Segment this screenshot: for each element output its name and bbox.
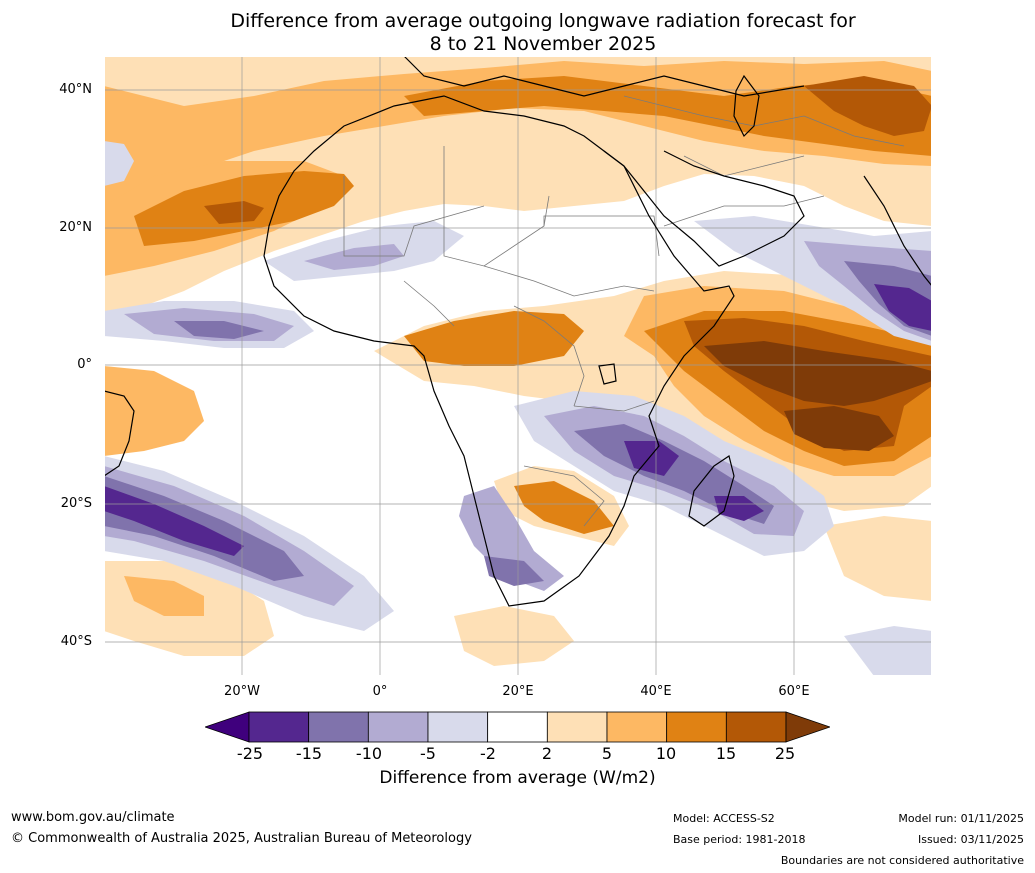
border-southern (523, 465, 605, 527)
lon-label-60e: 60°E (778, 684, 810, 699)
lat-label-40n: 40°N (59, 82, 92, 97)
footer-base-period: Base period: 1981-2018 (673, 833, 806, 846)
southeast-light-patch (824, 516, 932, 601)
colorbar-bin-1 (248, 711, 310, 743)
south-light-patch (454, 606, 574, 666)
southern-africa-purple (459, 486, 564, 591)
footer-copyright: © Commonwealth of Australia 2025, Austra… (11, 831, 472, 846)
colorbar-tick-5: -2 (480, 744, 496, 763)
sahel-mid-purple (304, 244, 404, 270)
caspian-coastline (733, 74, 760, 138)
map-svg (104, 56, 932, 676)
colorbar-tick-3: -10 (355, 744, 383, 763)
madagascar-coastline (688, 455, 735, 527)
southern-africa-orange (514, 481, 614, 534)
lat-label-20n: 20°N (59, 220, 92, 235)
country-borders (343, 95, 905, 527)
graticule (104, 56, 932, 676)
title-line-1: Difference from average outgoing longwav… (230, 10, 856, 32)
south-america-coastline (104, 390, 135, 477)
footer-issued: Issued: 03/11/2025 (917, 833, 1024, 846)
lake-victoria (598, 363, 617, 385)
border-central-africa (513, 305, 585, 407)
chart-title: Difference from average outgoing longwav… (0, 10, 1035, 56)
colorbar-svg (203, 711, 832, 743)
africa-coastline (263, 95, 735, 607)
far-northeast-light-purple (104, 141, 134, 186)
border-west-sahara (343, 176, 485, 257)
far-southeast-light-purple (844, 626, 932, 676)
congo-orange (404, 311, 584, 366)
border-sahel (483, 265, 655, 297)
colorbar-tick-8: 10 (655, 744, 677, 763)
footer-disclaimer: Boundaries are not considered authoritat… (780, 854, 1024, 867)
lon-label-20w: 20°W (224, 684, 260, 699)
footer-url[interactable]: www.bom.gov.au/climate (11, 810, 175, 825)
southern-africa-purple-dark (484, 556, 544, 586)
map-frame (104, 56, 932, 676)
central-asia-dark (804, 76, 932, 136)
colorbar-bin-4 (427, 711, 489, 743)
olr-anomaly-map (104, 56, 932, 676)
colorbar-bin-8 (666, 711, 727, 743)
colorbar-tick-9: 15 (715, 744, 737, 763)
colorbar-label: Difference from average (W/m2) (379, 768, 656, 788)
arabian-sea-darkest (874, 284, 932, 331)
colorbar-bin-2 (308, 711, 369, 743)
coastlines (104, 56, 932, 607)
title-line-2: 8 to 21 November 2025 (429, 33, 657, 55)
border-iran (683, 155, 805, 177)
india-coastline (863, 175, 932, 287)
lat-label-40s: 40°S (60, 634, 92, 649)
colorbar-bin-5 (487, 711, 548, 743)
colorbar-bin-7 (606, 711, 668, 743)
colorbar-tick-4: -5 (420, 744, 436, 763)
south-atlantic-purple-darkest (104, 486, 244, 556)
colorbar-bin-9 (725, 711, 787, 743)
negative-anomaly-fields (104, 141, 932, 676)
footer-model: Model: ACCESS-S2 (673, 812, 775, 825)
border-arabia (663, 195, 825, 227)
lon-label-20e: 20°E (502, 684, 534, 699)
colorbar-tick-7: 5 (601, 744, 613, 763)
colorbar-tick-1: -25 (236, 744, 264, 763)
border-west-africa (403, 280, 455, 327)
madagascar-darkest-purple (624, 441, 679, 476)
border-tanzania (573, 400, 655, 412)
lat-label-20s: 20°S (60, 496, 92, 511)
colorbar-tick-2: -15 (295, 744, 323, 763)
lon-label-40e: 40°E (640, 684, 672, 699)
indian-ocean-darkest (704, 341, 932, 406)
mideast-orange (404, 76, 932, 156)
colorbar-extend-min (203, 711, 250, 743)
border-sudan (543, 215, 660, 257)
lon-label-0: 0° (372, 684, 388, 699)
lat-label-equator: 0° (77, 357, 92, 372)
sahara-dark-patch (204, 201, 264, 224)
colorbar-tick-6: 2 (541, 744, 553, 763)
footer-model-run: Model run: 01/11/2025 (898, 812, 1024, 825)
colorbar-bin-6 (546, 711, 608, 743)
colorbar-extend-max (785, 711, 832, 743)
west-atlantic-mid (104, 366, 204, 456)
south-atlantic-mid (124, 576, 204, 616)
colorbar-bin-3 (367, 711, 429, 743)
arabia-coastline (603, 150, 805, 267)
colorbar (203, 711, 832, 743)
border-middle-east (623, 95, 905, 147)
indian-ocean-darkest-south (784, 406, 894, 451)
europe-coastline (403, 56, 805, 97)
atlantic-itcz-dark (174, 321, 264, 339)
colorbar-tick-10: 25 (774, 744, 796, 763)
